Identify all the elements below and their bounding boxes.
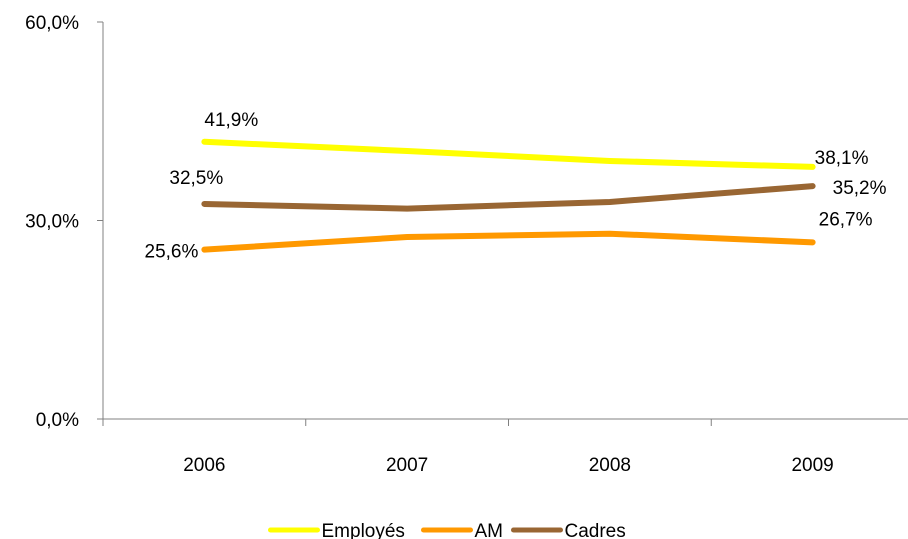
x-tick-label: 2006 [183, 455, 225, 476]
y-tick-label: 30,0% [25, 212, 79, 233]
y-tick-label: 60,0% [25, 13, 79, 34]
data-label: 25,6% [145, 242, 199, 263]
data-label: 35,2% [833, 178, 887, 199]
legend: Employés AM Cadres [268, 521, 626, 539]
data-labels: 41,9% 38,1% 25,6% 26,7% 32,5% 35,2% [145, 110, 887, 263]
data-label: 41,9% [204, 110, 258, 131]
series-line [201, 138, 816, 170]
series-line [201, 183, 816, 212]
x-tick-label: 2008 [589, 455, 631, 476]
y-tick-label: 0,0% [36, 410, 79, 431]
series-lines [201, 138, 816, 253]
data-label: 38,1% [815, 148, 869, 169]
legend-label: AM [475, 521, 504, 539]
series-line [201, 230, 816, 253]
x-tick-label: 2007 [386, 455, 428, 476]
axes: 0,0% 30,0% 60,0% 2006 2007 2008 2009 [25, 13, 908, 476]
data-label: 26,7% [819, 209, 873, 230]
data-label: 32,5% [169, 168, 223, 189]
x-tick-label: 2009 [791, 455, 833, 476]
legend-label: Cadres [565, 521, 626, 539]
legend-label: Employés [322, 521, 405, 539]
